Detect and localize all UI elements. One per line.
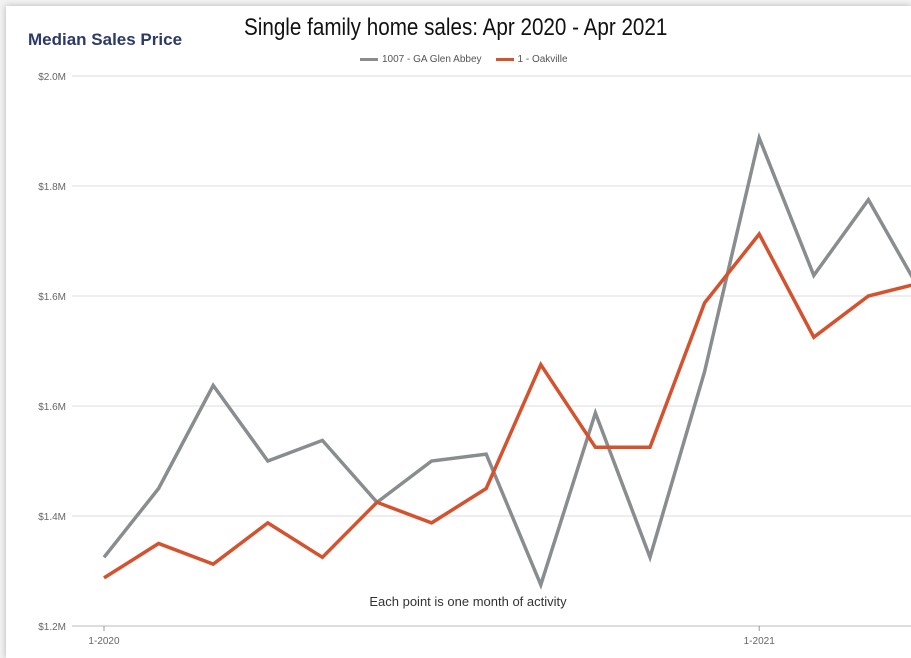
x-axis-ticks: 1-2020 1-2021 [88,626,775,647]
legend-swatch-orange [495,58,514,61]
x-tick-label: 1-2021 [744,636,776,647]
legend-swatch-gray [360,58,378,61]
chart-annotation: Each point is one month of activity [369,594,567,609]
series-line-glen-abbey[interactable] [102,132,911,590]
y-tick-label: $1.8M [38,182,66,193]
legend-label: 1007 - GA Glen Abbey [382,54,482,65]
legend-item-oakville[interactable]: 1 - Oakville [495,54,568,65]
chart-frame [6,6,911,658]
x-tick-label: 1-2020 [88,636,120,647]
y-tick-label: $1.4M [38,512,66,523]
legend-label: 1 - Oakville [517,54,568,65]
chart-title: Single family home sales: Apr 2020 - Apr… [244,14,668,41]
y-tick-label: $1.6M [38,292,66,303]
y-tick-label: $1.6M [38,402,66,413]
grid-lines [72,75,911,627]
y-axis-ticks: $1.2M $1.4M $1.6M $1.6M $1.8M $2.0M [38,72,66,633]
y-tick-label: $2.0M [38,72,66,83]
series-line-oakville[interactable] [103,230,911,580]
series-lines [102,132,911,590]
y-tick-label: $1.2M [38,622,66,633]
legend-item-glen-abbey[interactable]: 1007 - GA Glen Abbey [360,54,482,65]
panel-title: Median Sales Price [28,30,183,49]
legend: 1007 - GA Glen Abbey 1 - Oakville [360,54,568,65]
